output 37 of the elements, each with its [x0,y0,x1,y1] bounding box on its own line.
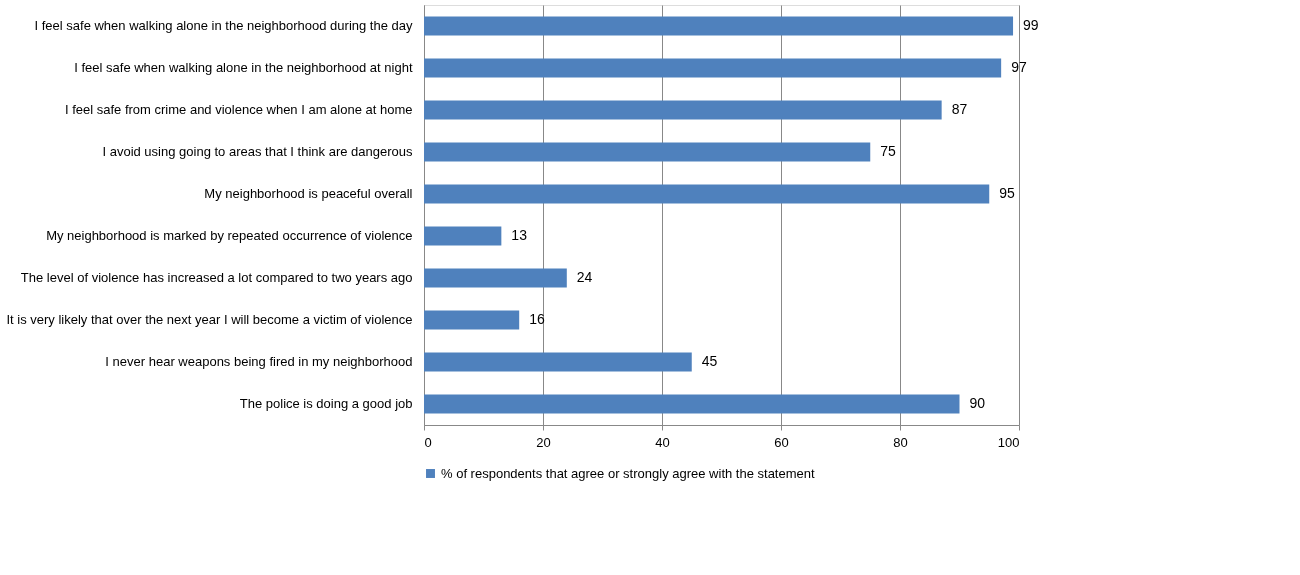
bar [424,184,990,204]
data-label: 45 [701,353,718,369]
data-label: 75 [880,143,897,159]
y-tick-label: I avoid using going to areas that I think are dangerous [102,144,413,159]
y-tick-label: My neighborhood is peaceful overall [204,186,413,201]
data-label: 90 [969,395,986,411]
bar [424,352,692,372]
y-tick-label: The police is doing a good job [239,396,413,411]
x-tick-label: 20 [536,434,551,450]
bar [424,16,1014,36]
data-label: 95 [999,185,1016,201]
bar [424,394,960,414]
y-tick-label: I never hear weapons being fired in my neighborhood [105,354,413,369]
y-tick-label: I feel safe when walking alone in the neighborhood at night [74,60,413,75]
y-tick-label: My neighborhood is marked by repeated occurrence of violence [46,228,413,243]
bar [424,268,567,288]
data-label: 16 [529,311,545,327]
x-tick-label: 60 [774,434,789,450]
x-tick-label: 80 [893,434,908,450]
bar [424,100,942,120]
bar [424,310,520,330]
data-label: 87 [951,101,968,117]
y-tick-label: I feel safe from crime and violence when I am alone at home [64,102,413,117]
legend-label: % of respondents that agree or strongly agree with the statement [441,465,815,481]
x-tick-label: 40 [655,434,670,450]
bar [424,58,1002,78]
bar [424,142,871,162]
data-label: 99 [1023,17,1039,33]
y-tick-label: It is very likely that over the next year I will become a victim of violence [6,312,413,327]
y-tick-label: I feel safe when walking alone in the neighborhood during the day [34,18,413,33]
data-label: 13 [511,227,528,243]
y-tick-label: The level of violence has increased a lot compared to two years ago [20,270,413,285]
x-tick-label: 0 [424,434,432,450]
data-label: 97 [1011,59,1027,75]
data-label: 24 [576,269,593,285]
x-tick-label: 100 [997,434,1020,450]
bar [424,226,502,246]
